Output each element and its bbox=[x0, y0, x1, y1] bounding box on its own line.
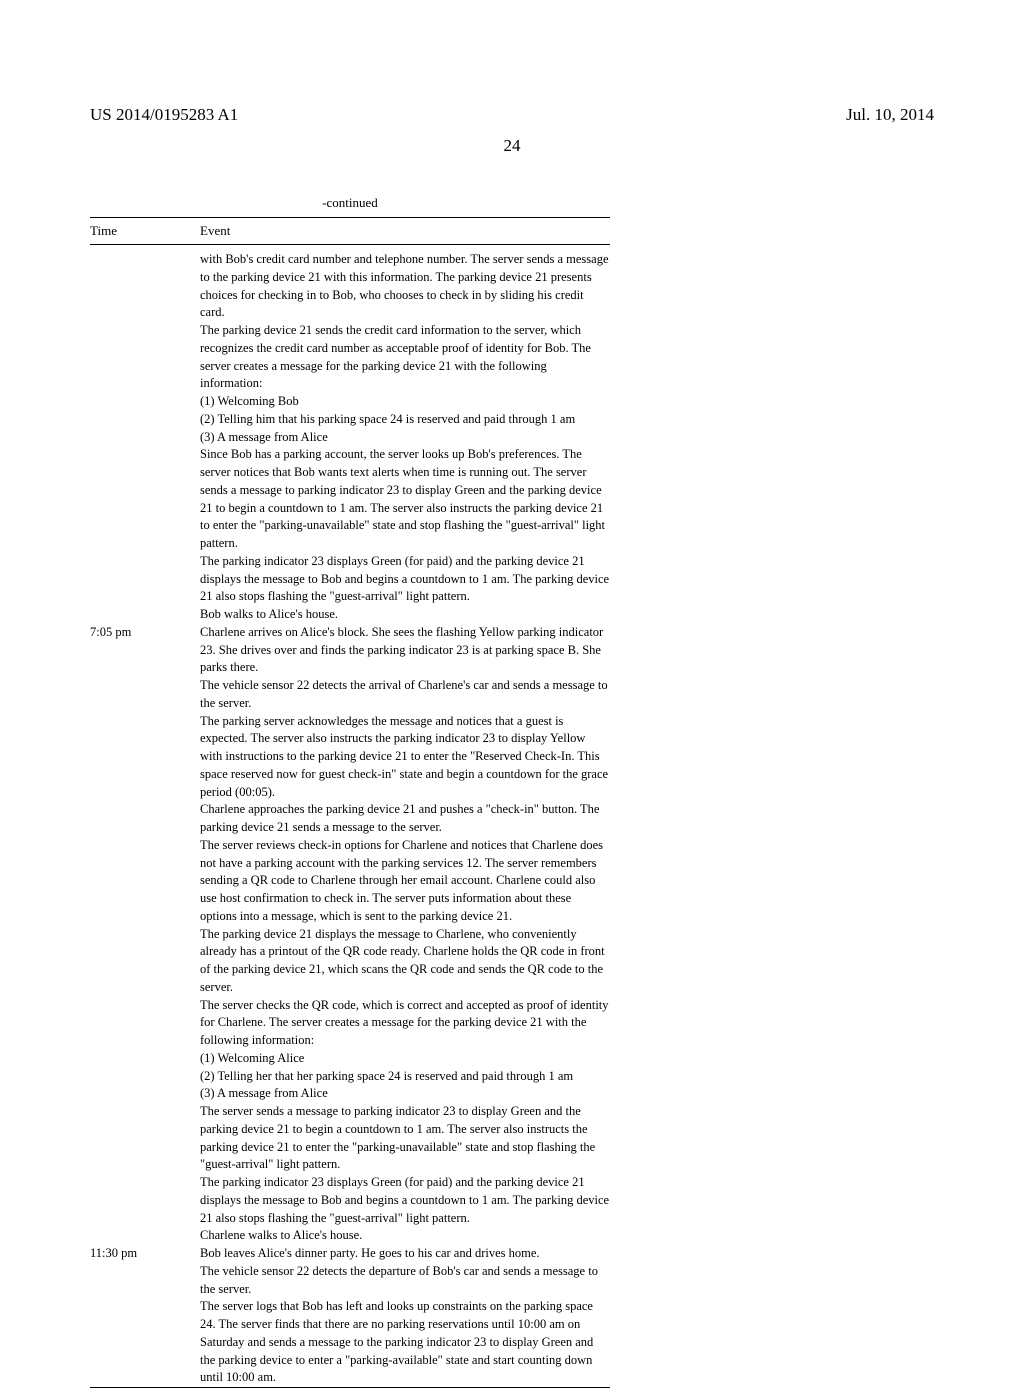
event-paragraph: Charlene arrives on Alice's block. She s… bbox=[200, 624, 610, 677]
time-cell bbox=[90, 251, 200, 624]
time-cell: 7:05 pm bbox=[90, 624, 200, 1245]
event-paragraph: The vehicle sensor 22 detects the arriva… bbox=[200, 677, 610, 713]
event-cell: Bob leaves Alice's dinner party. He goes… bbox=[200, 1245, 610, 1387]
event-paragraph: The parking indicator 23 displays Green … bbox=[200, 553, 610, 606]
table-body: with Bob's credit card number and teleph… bbox=[90, 245, 610, 1387]
event-paragraph: Bob walks to Alice's house. bbox=[200, 606, 610, 624]
event-paragraph: The server logs that Bob has left and lo… bbox=[200, 1298, 610, 1387]
table-row: 11:30 pmBob leaves Alice's dinner party.… bbox=[90, 1245, 610, 1387]
event-cell: Charlene arrives on Alice's block. She s… bbox=[200, 624, 610, 1245]
event-paragraph: The parking indicator 23 displays Green … bbox=[200, 1174, 610, 1227]
event-paragraph: (2) Telling him that his parking space 2… bbox=[200, 411, 610, 429]
event-paragraph: (1) Welcoming Alice bbox=[200, 1050, 610, 1068]
page-number: 24 bbox=[504, 136, 521, 156]
event-paragraph: (3) A message from Alice bbox=[200, 429, 610, 447]
column-header-event: Event bbox=[200, 223, 610, 239]
table-row: 7:05 pmCharlene arrives on Alice's block… bbox=[90, 624, 610, 1245]
time-cell: 11:30 pm bbox=[90, 1245, 200, 1387]
event-paragraph: The parking device 21 displays the messa… bbox=[200, 926, 610, 997]
event-paragraph: The server checks the QR code, which is … bbox=[200, 997, 610, 1050]
patent-id: US 2014/0195283 A1 bbox=[90, 105, 238, 125]
table-header-row: Time Event bbox=[90, 218, 610, 244]
event-paragraph: with Bob's credit card number and teleph… bbox=[200, 251, 610, 322]
event-paragraph: Charlene walks to Alice's house. bbox=[200, 1227, 610, 1245]
event-paragraph: The parking server acknowledges the mess… bbox=[200, 713, 610, 802]
event-cell: with Bob's credit card number and teleph… bbox=[200, 251, 610, 624]
table-container: -continued Time Event with Bob's credit … bbox=[90, 195, 610, 1388]
table-row: with Bob's credit card number and teleph… bbox=[90, 251, 610, 624]
event-paragraph: The server sends a message to parking in… bbox=[200, 1103, 610, 1174]
publication-date: Jul. 10, 2014 bbox=[846, 105, 934, 125]
event-paragraph: Since Bob has a parking account, the ser… bbox=[200, 446, 610, 553]
event-paragraph: The server reviews check-in options for … bbox=[200, 837, 610, 926]
event-paragraph: The parking device 21 sends the credit c… bbox=[200, 322, 610, 393]
continued-label: -continued bbox=[90, 195, 610, 211]
event-paragraph: Bob leaves Alice's dinner party. He goes… bbox=[200, 1245, 610, 1263]
page-header: US 2014/0195283 A1 Jul. 10, 2014 bbox=[0, 105, 1024, 125]
event-paragraph: (1) Welcoming Bob bbox=[200, 393, 610, 411]
event-paragraph: (3) A message from Alice bbox=[200, 1085, 610, 1103]
event-paragraph: (2) Telling her that her parking space 2… bbox=[200, 1068, 610, 1086]
event-paragraph: The vehicle sensor 22 detects the depart… bbox=[200, 1263, 610, 1299]
column-header-time: Time bbox=[90, 223, 200, 239]
event-paragraph: Charlene approaches the parking device 2… bbox=[200, 801, 610, 837]
